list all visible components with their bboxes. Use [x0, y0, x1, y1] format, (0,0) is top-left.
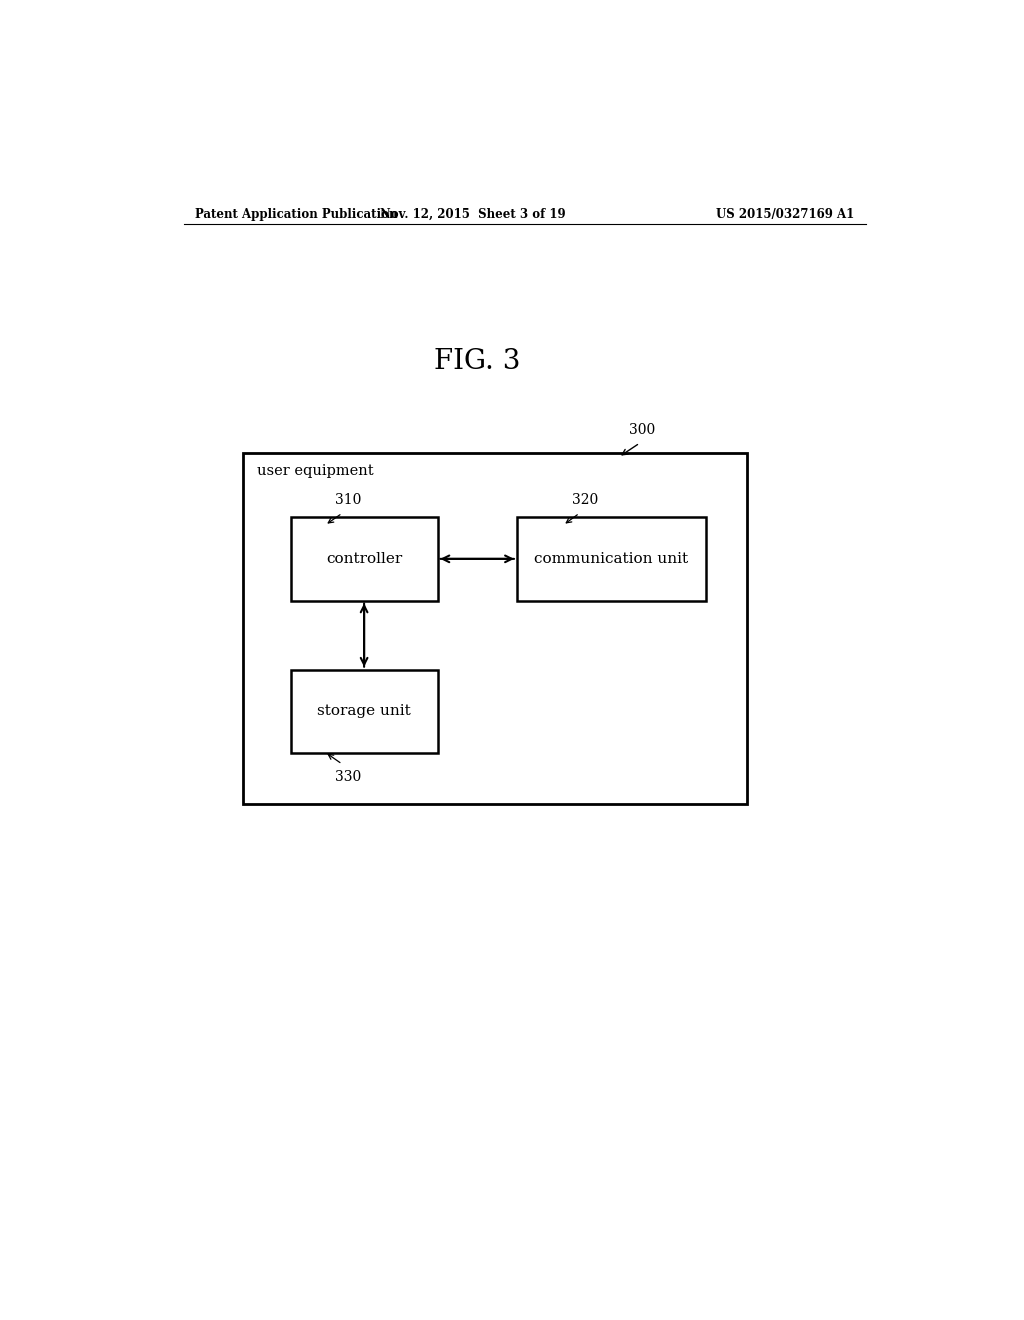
- Text: 310: 310: [336, 494, 361, 507]
- Text: 330: 330: [336, 771, 361, 784]
- Text: user equipment: user equipment: [257, 465, 373, 478]
- Text: Patent Application Publication: Patent Application Publication: [196, 207, 398, 220]
- Text: Nov. 12, 2015  Sheet 3 of 19: Nov. 12, 2015 Sheet 3 of 19: [380, 207, 566, 220]
- Bar: [517, 517, 706, 601]
- Bar: [291, 669, 437, 752]
- Bar: [291, 517, 437, 601]
- Text: controller: controller: [326, 552, 402, 566]
- Text: 320: 320: [572, 494, 598, 507]
- Text: communication unit: communication unit: [535, 552, 688, 566]
- Text: storage unit: storage unit: [317, 705, 411, 718]
- Bar: [243, 453, 748, 804]
- Text: 300: 300: [629, 422, 655, 437]
- Text: US 2015/0327169 A1: US 2015/0327169 A1: [716, 207, 854, 220]
- Text: FIG. 3: FIG. 3: [434, 348, 520, 375]
